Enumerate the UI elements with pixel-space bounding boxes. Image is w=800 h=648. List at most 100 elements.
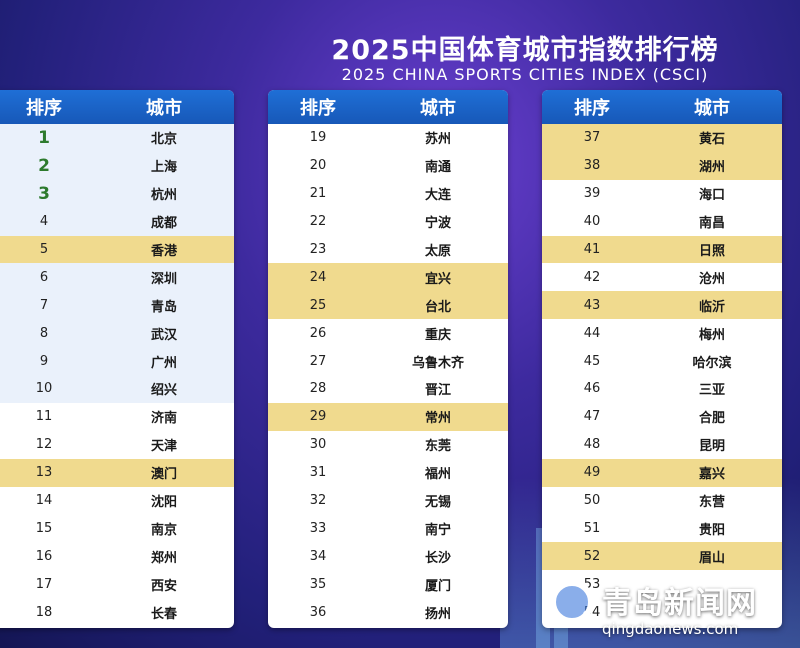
rank-cell: 12 — [35, 437, 53, 453]
table-header: 排序 城市 — [0, 90, 234, 124]
rank-cell: 22 — [309, 214, 327, 230]
rank-cell: 31 — [309, 465, 327, 481]
table-row: 36 扬州 — [268, 598, 508, 626]
table-row: 48 昆明 — [542, 431, 782, 459]
table-row: 40 南昌 — [542, 208, 782, 236]
city-cell: 厦门 — [424, 578, 451, 594]
city-cell: 绍兴 — [150, 383, 177, 399]
table-row: 5 香港 — [0, 235, 234, 264]
table-row: 8 武汉 — [0, 319, 234, 348]
ranking-panel-3: 排序 城市 37 黄石 38 湖州 39 海口 40 南昌 41 日照 42 沧州 43 临沂 44 梅州 45… — [542, 90, 782, 628]
city-column-header: 城市 — [694, 98, 730, 119]
table-row: 4 成都 — [0, 207, 234, 236]
city-cell: 香港 — [150, 244, 177, 259]
city-cell: 大连 — [424, 188, 451, 204]
rank-cell: 44 — [583, 325, 601, 341]
city-cell: 眉山 — [698, 550, 725, 566]
table-row: 49 嘉兴 — [542, 458, 782, 487]
city-cell: 三亚 — [698, 383, 725, 399]
city-cell: 嘉兴 — [698, 467, 725, 483]
table-row: 9 广州 — [0, 347, 234, 376]
city-cell: 长沙 — [424, 550, 451, 566]
city-cell: 南通 — [424, 160, 451, 176]
table-row: 18 长春 — [0, 598, 234, 626]
rank-cell: 11 — [35, 409, 53, 425]
rank-cell: 39 — [583, 186, 601, 202]
page-subtitle: 2025 CHINA SPORTS CITIES INDEX (CSCI) — [341, 65, 709, 84]
city-cell: 贵阳 — [698, 522, 725, 538]
table-row: 50 东营 — [542, 487, 782, 515]
city-cell: 南昌 — [698, 216, 725, 232]
rank-column-header: 排序 — [300, 98, 336, 119]
magnifier-q-icon — [550, 580, 594, 624]
city-cell: 无锡 — [424, 495, 451, 511]
table-row: 7 青岛 — [0, 291, 234, 320]
ranking-panel-1: 排序 城市 1 北京 2 上海 3 杭州 4 成都 5 香港 6 深圳 7 青岛 8 武汉 9 广州 10 绍兴 11 济… — [0, 90, 234, 628]
rank-cell: 49 — [583, 465, 601, 481]
table-row: 35 厦门 — [268, 570, 508, 598]
table-row: 17 西安 — [0, 570, 234, 598]
table-row: 45 哈尔滨 — [542, 347, 782, 375]
rank-cell: 9 — [39, 353, 49, 369]
city-cell: 青岛 — [150, 299, 177, 315]
table-row: 21 大连 — [268, 180, 508, 208]
rank-cell: 26 — [309, 325, 327, 341]
page-title: 2025中国体育城市指数排行榜 — [331, 35, 719, 66]
city-cell: 宜兴 — [424, 271, 451, 287]
city-cell: 东营 — [698, 495, 725, 511]
rank-cell: 47 — [583, 409, 601, 425]
city-cell: 苏州 — [424, 132, 451, 148]
rank-cell: 33 — [309, 520, 327, 536]
city-cell: 沧州 — [698, 271, 725, 287]
table-row: 31 福州 — [268, 459, 508, 487]
rank-cell: 1 — [38, 127, 50, 148]
rank-cell: 46 — [583, 381, 601, 397]
table-row: 26 重庆 — [268, 319, 508, 347]
rank-cell: 24 — [309, 269, 327, 285]
city-cell: 扬州 — [424, 606, 451, 622]
rank-cell: 5 — [39, 242, 49, 257]
city-cell: 沈阳 — [150, 495, 177, 511]
city-cell: 南京 — [150, 522, 177, 538]
rank-cell: 15 — [35, 520, 53, 536]
city-cell: 湖州 — [698, 160, 725, 176]
table-row: 20 南通 — [268, 152, 508, 180]
ranking-rows: 37 黄石 38 湖州 39 海口 40 南昌 41 日照 42 沧州 43 临沂 44 梅州 45 哈尔滨 46 三… — [542, 124, 782, 626]
city-cell: 西安 — [150, 578, 177, 594]
rank-cell: 52 — [583, 548, 601, 564]
rank-cell: 21 — [309, 186, 327, 202]
city-cell: 海口 — [698, 188, 725, 204]
table-row: 30 东莞 — [268, 431, 508, 459]
table-row: 27 乌鲁木齐 — [268, 347, 508, 375]
table-row: 38 湖州 — [542, 151, 782, 180]
city-cell: 宁波 — [424, 216, 451, 232]
watermark-cn: 青岛新闻网 — [602, 586, 757, 621]
watermark-logo: 青岛新闻网 qingdaonews.com — [550, 574, 790, 644]
rank-cell: 40 — [583, 214, 601, 230]
rank-cell: 18 — [35, 604, 53, 620]
table-row: 46 三亚 — [542, 375, 782, 403]
city-cell: 长春 — [150, 606, 177, 622]
table-row: 34 长沙 — [268, 542, 508, 570]
table-row: 3 杭州 — [0, 179, 234, 208]
city-cell: 临沂 — [698, 299, 725, 315]
rank-cell: 14 — [35, 493, 53, 509]
city-cell: 福州 — [424, 467, 451, 483]
table-row: 22 宁波 — [268, 208, 508, 236]
city-cell: 北京 — [150, 132, 177, 148]
ranking-rows: 1 北京 2 上海 3 杭州 4 成都 5 香港 6 深圳 7 青岛 8 武汉 9 广州 10 绍兴 11 济南 12 天津 1… — [0, 124, 234, 626]
city-cell: 黄石 — [698, 132, 725, 148]
city-cell: 成都 — [150, 216, 177, 232]
rank-cell: 34 — [309, 548, 327, 564]
table-row: 33 南宁 — [268, 514, 508, 542]
rank-cell: 2 — [38, 155, 50, 176]
city-cell: 日照 — [698, 244, 725, 259]
city-cell: 梅州 — [698, 327, 725, 343]
rank-cell: 6 — [39, 269, 49, 285]
table-row: 16 郑州 — [0, 542, 234, 570]
rank-cell: 37 — [583, 130, 601, 146]
table-row: 14 沈阳 — [0, 487, 234, 515]
rank-cell: 25 — [309, 297, 327, 313]
rank-cell: 8 — [39, 325, 49, 341]
table-row: 13 澳门 — [0, 458, 234, 487]
